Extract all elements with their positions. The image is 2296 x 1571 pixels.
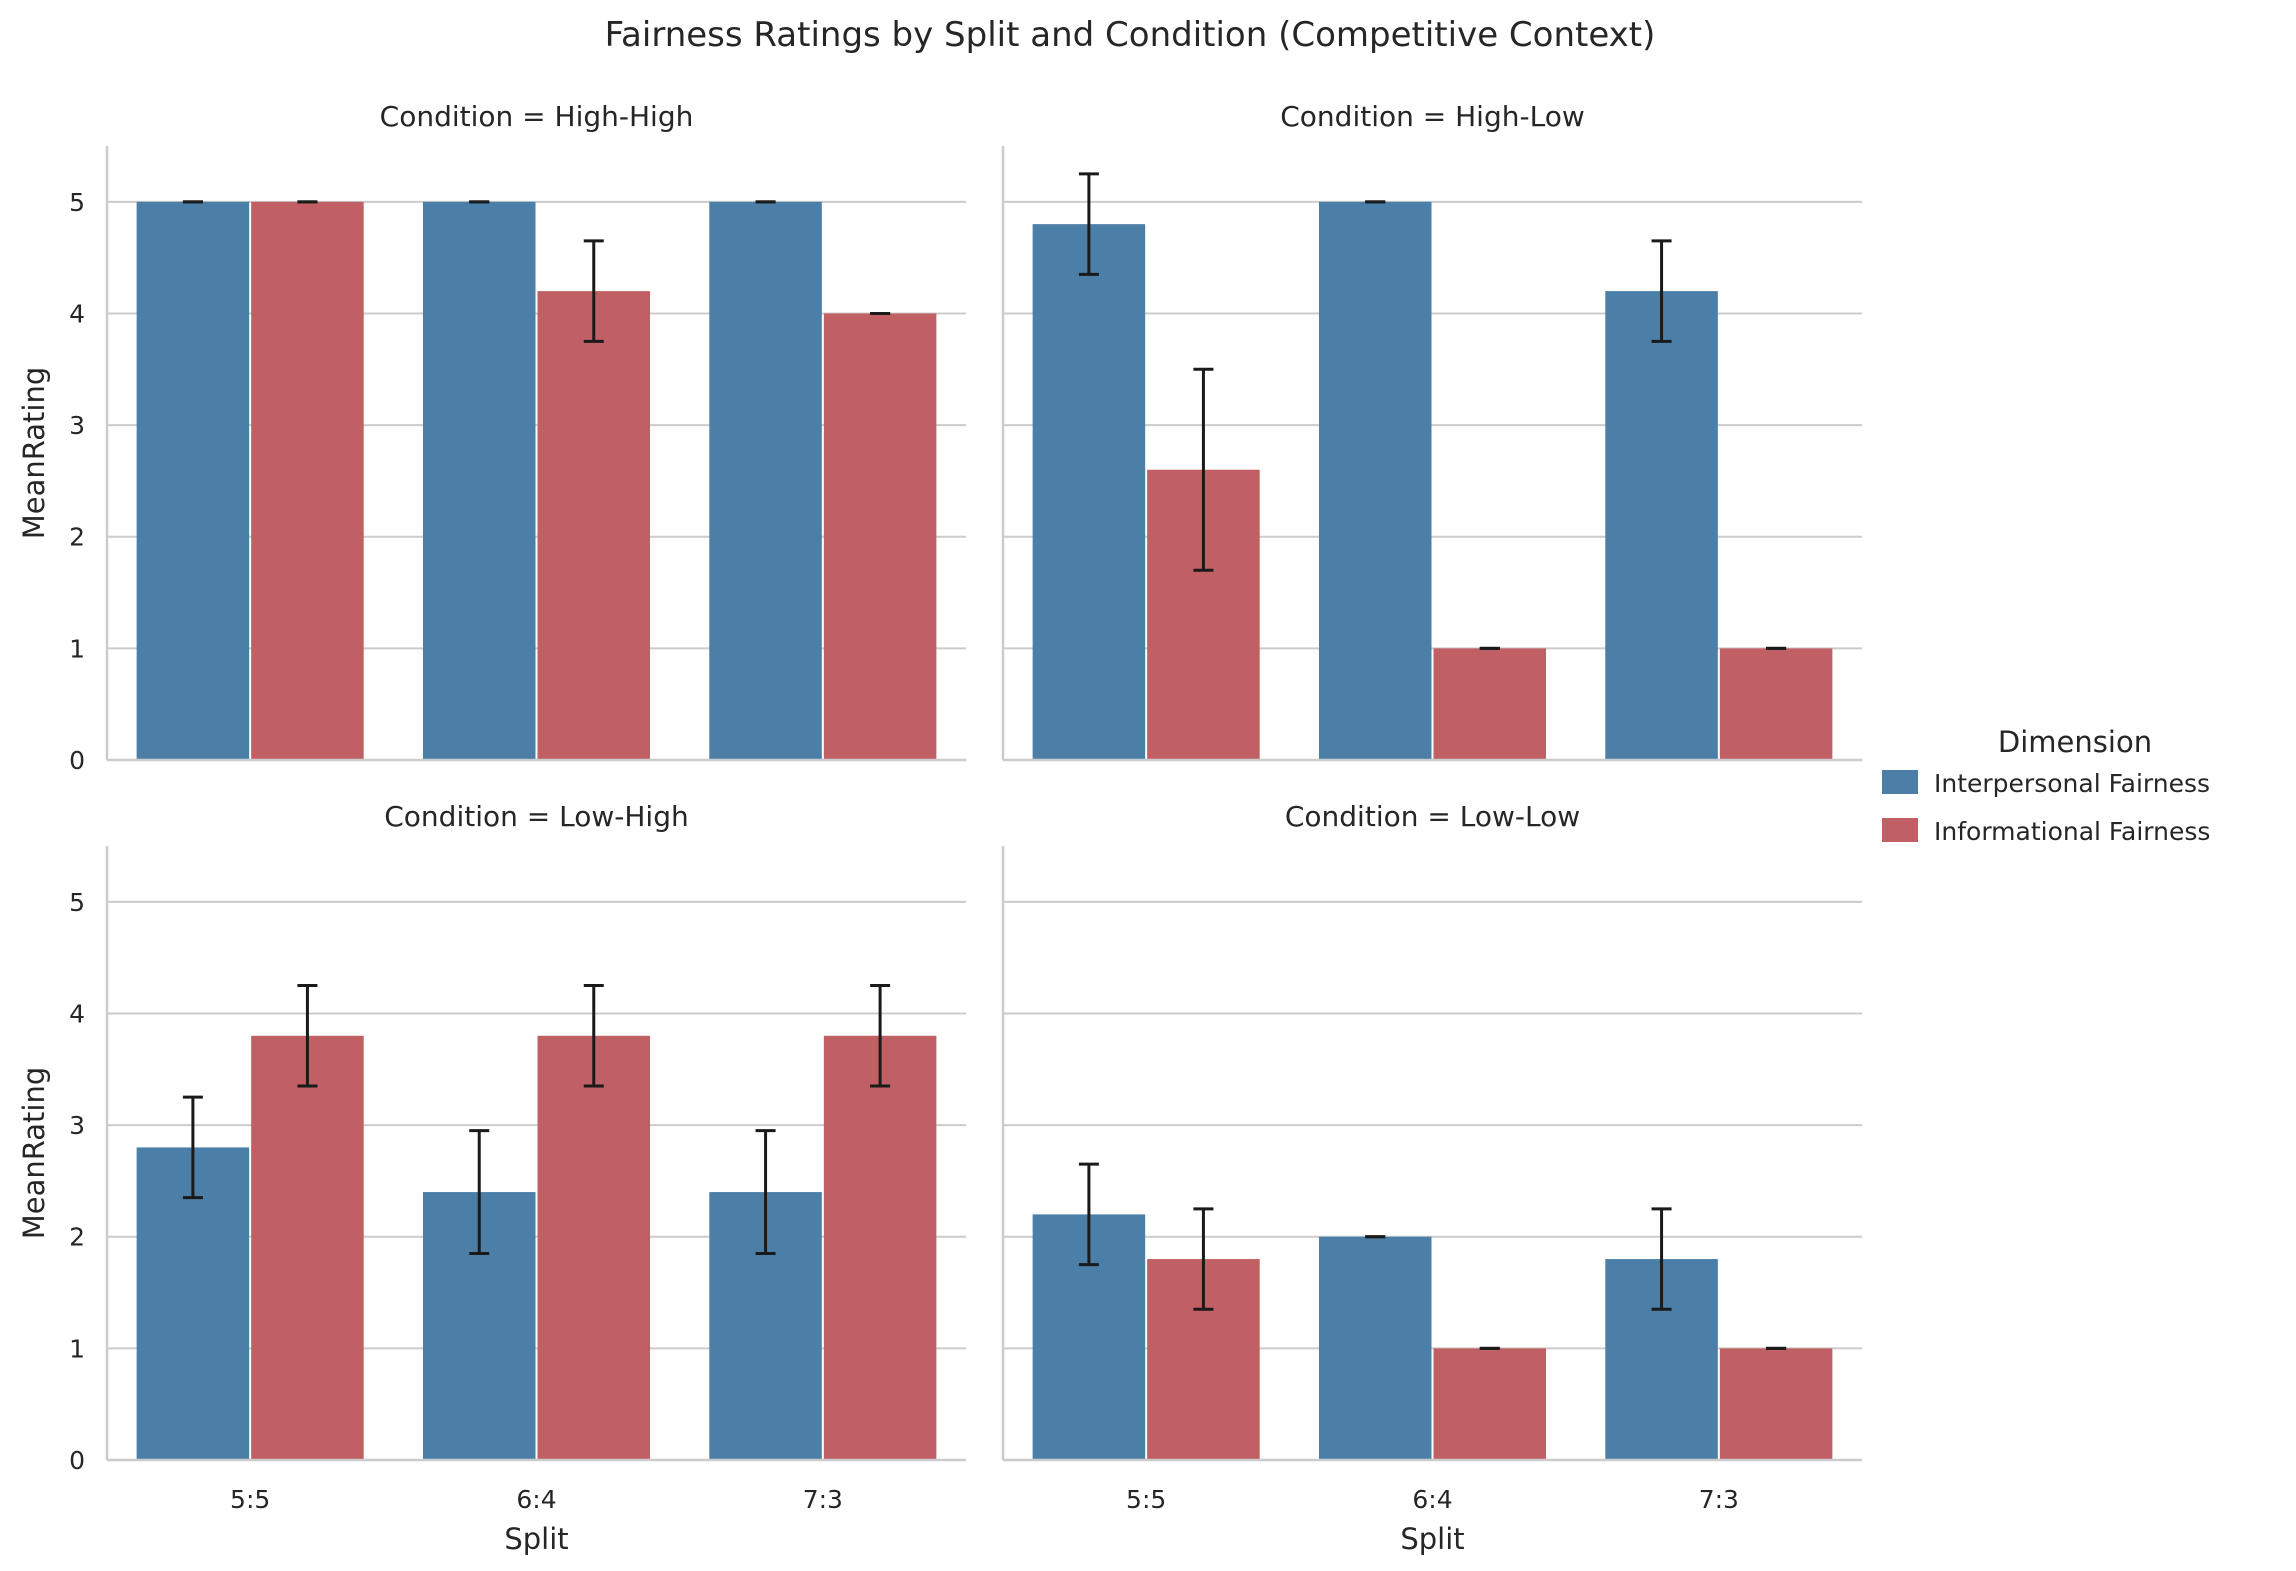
panel-title: Condition = Low-Low bbox=[1285, 800, 1580, 833]
bar bbox=[1433, 648, 1547, 760]
x-axis-label: Split bbox=[504, 1522, 568, 1556]
bar bbox=[709, 201, 822, 760]
legend-title: Dimension bbox=[1998, 725, 2152, 759]
bar bbox=[1719, 648, 1833, 760]
bar bbox=[823, 313, 937, 760]
bar bbox=[1719, 1348, 1833, 1460]
x-tick-label: 6:4 bbox=[516, 1485, 556, 1514]
y-tick-label: 4 bbox=[69, 299, 85, 328]
y-tick-label: 2 bbox=[69, 1223, 85, 1252]
y-tick-label: 5 bbox=[69, 188, 85, 217]
panel-1: Condition = High-Low bbox=[1001, 100, 1862, 762]
y-tick-label: 2 bbox=[69, 523, 85, 552]
x-tick-label: 6:4 bbox=[1412, 1485, 1452, 1514]
panel-2: Condition = Low-High 0 1 2 3 4 5 MeanRating 5:5 6… bbox=[17, 800, 966, 1556]
y-tick-label: 1 bbox=[69, 634, 85, 663]
bar bbox=[251, 201, 364, 760]
bar bbox=[422, 201, 536, 760]
bar bbox=[1318, 1236, 1432, 1460]
panel-title: Condition = High-High bbox=[380, 100, 694, 133]
bar bbox=[1032, 224, 1146, 761]
x-tick-label: 5:5 bbox=[1126, 1485, 1166, 1514]
bar bbox=[1433, 1348, 1547, 1460]
y-axis-label: MeanRating bbox=[17, 367, 51, 540]
legend-label-informational: Informational Fairness bbox=[1934, 817, 2210, 846]
legend: Dimension Interpersonal Fairness Informa… bbox=[1882, 725, 2210, 846]
bar bbox=[1318, 201, 1432, 760]
facet-panels: Condition = High-High012345MeanRatingCon… bbox=[17, 100, 1862, 1556]
y-tick-label: 1 bbox=[69, 1334, 85, 1363]
x-tick-label: 5:5 bbox=[230, 1485, 270, 1514]
legend-label-interpersonal: Interpersonal Fairness bbox=[1934, 769, 2210, 798]
bar bbox=[1605, 291, 1718, 760]
y-tick-label: 0 bbox=[69, 746, 85, 775]
legend-swatch-informational bbox=[1882, 818, 1918, 842]
bar bbox=[823, 1035, 937, 1460]
bar bbox=[251, 1035, 364, 1460]
panel-title: Condition = High-Low bbox=[1280, 100, 1584, 133]
y-axis-label: MeanRating bbox=[17, 1067, 51, 1240]
panel-3: Condition = Low-Low 5:5 6:4 7:3 Split bbox=[1001, 800, 1862, 1556]
y-tick-label: 3 bbox=[69, 1111, 85, 1140]
bar bbox=[537, 1035, 651, 1460]
y-tick-label: 5 bbox=[69, 888, 85, 917]
bar bbox=[537, 291, 651, 760]
bar bbox=[136, 1147, 250, 1460]
y-tick-label: 3 bbox=[69, 411, 85, 440]
y-tick-label: 4 bbox=[69, 999, 85, 1028]
x-tick-label: 7:3 bbox=[803, 1485, 843, 1514]
x-axis-label: Split bbox=[1400, 1522, 1464, 1556]
x-tick-label: 7:3 bbox=[1699, 1485, 1739, 1514]
bar bbox=[136, 201, 250, 760]
panel-title: Condition = Low-High bbox=[384, 800, 688, 833]
legend-swatch-interpersonal bbox=[1882, 770, 1918, 794]
y-tick-label: 0 bbox=[69, 1446, 85, 1475]
panel-0: Condition = High-High 0 1 2 3 4 5 MeanRating bbox=[17, 100, 966, 775]
figure-title: Fairness Ratings by Split and Condition … bbox=[605, 15, 1656, 55]
